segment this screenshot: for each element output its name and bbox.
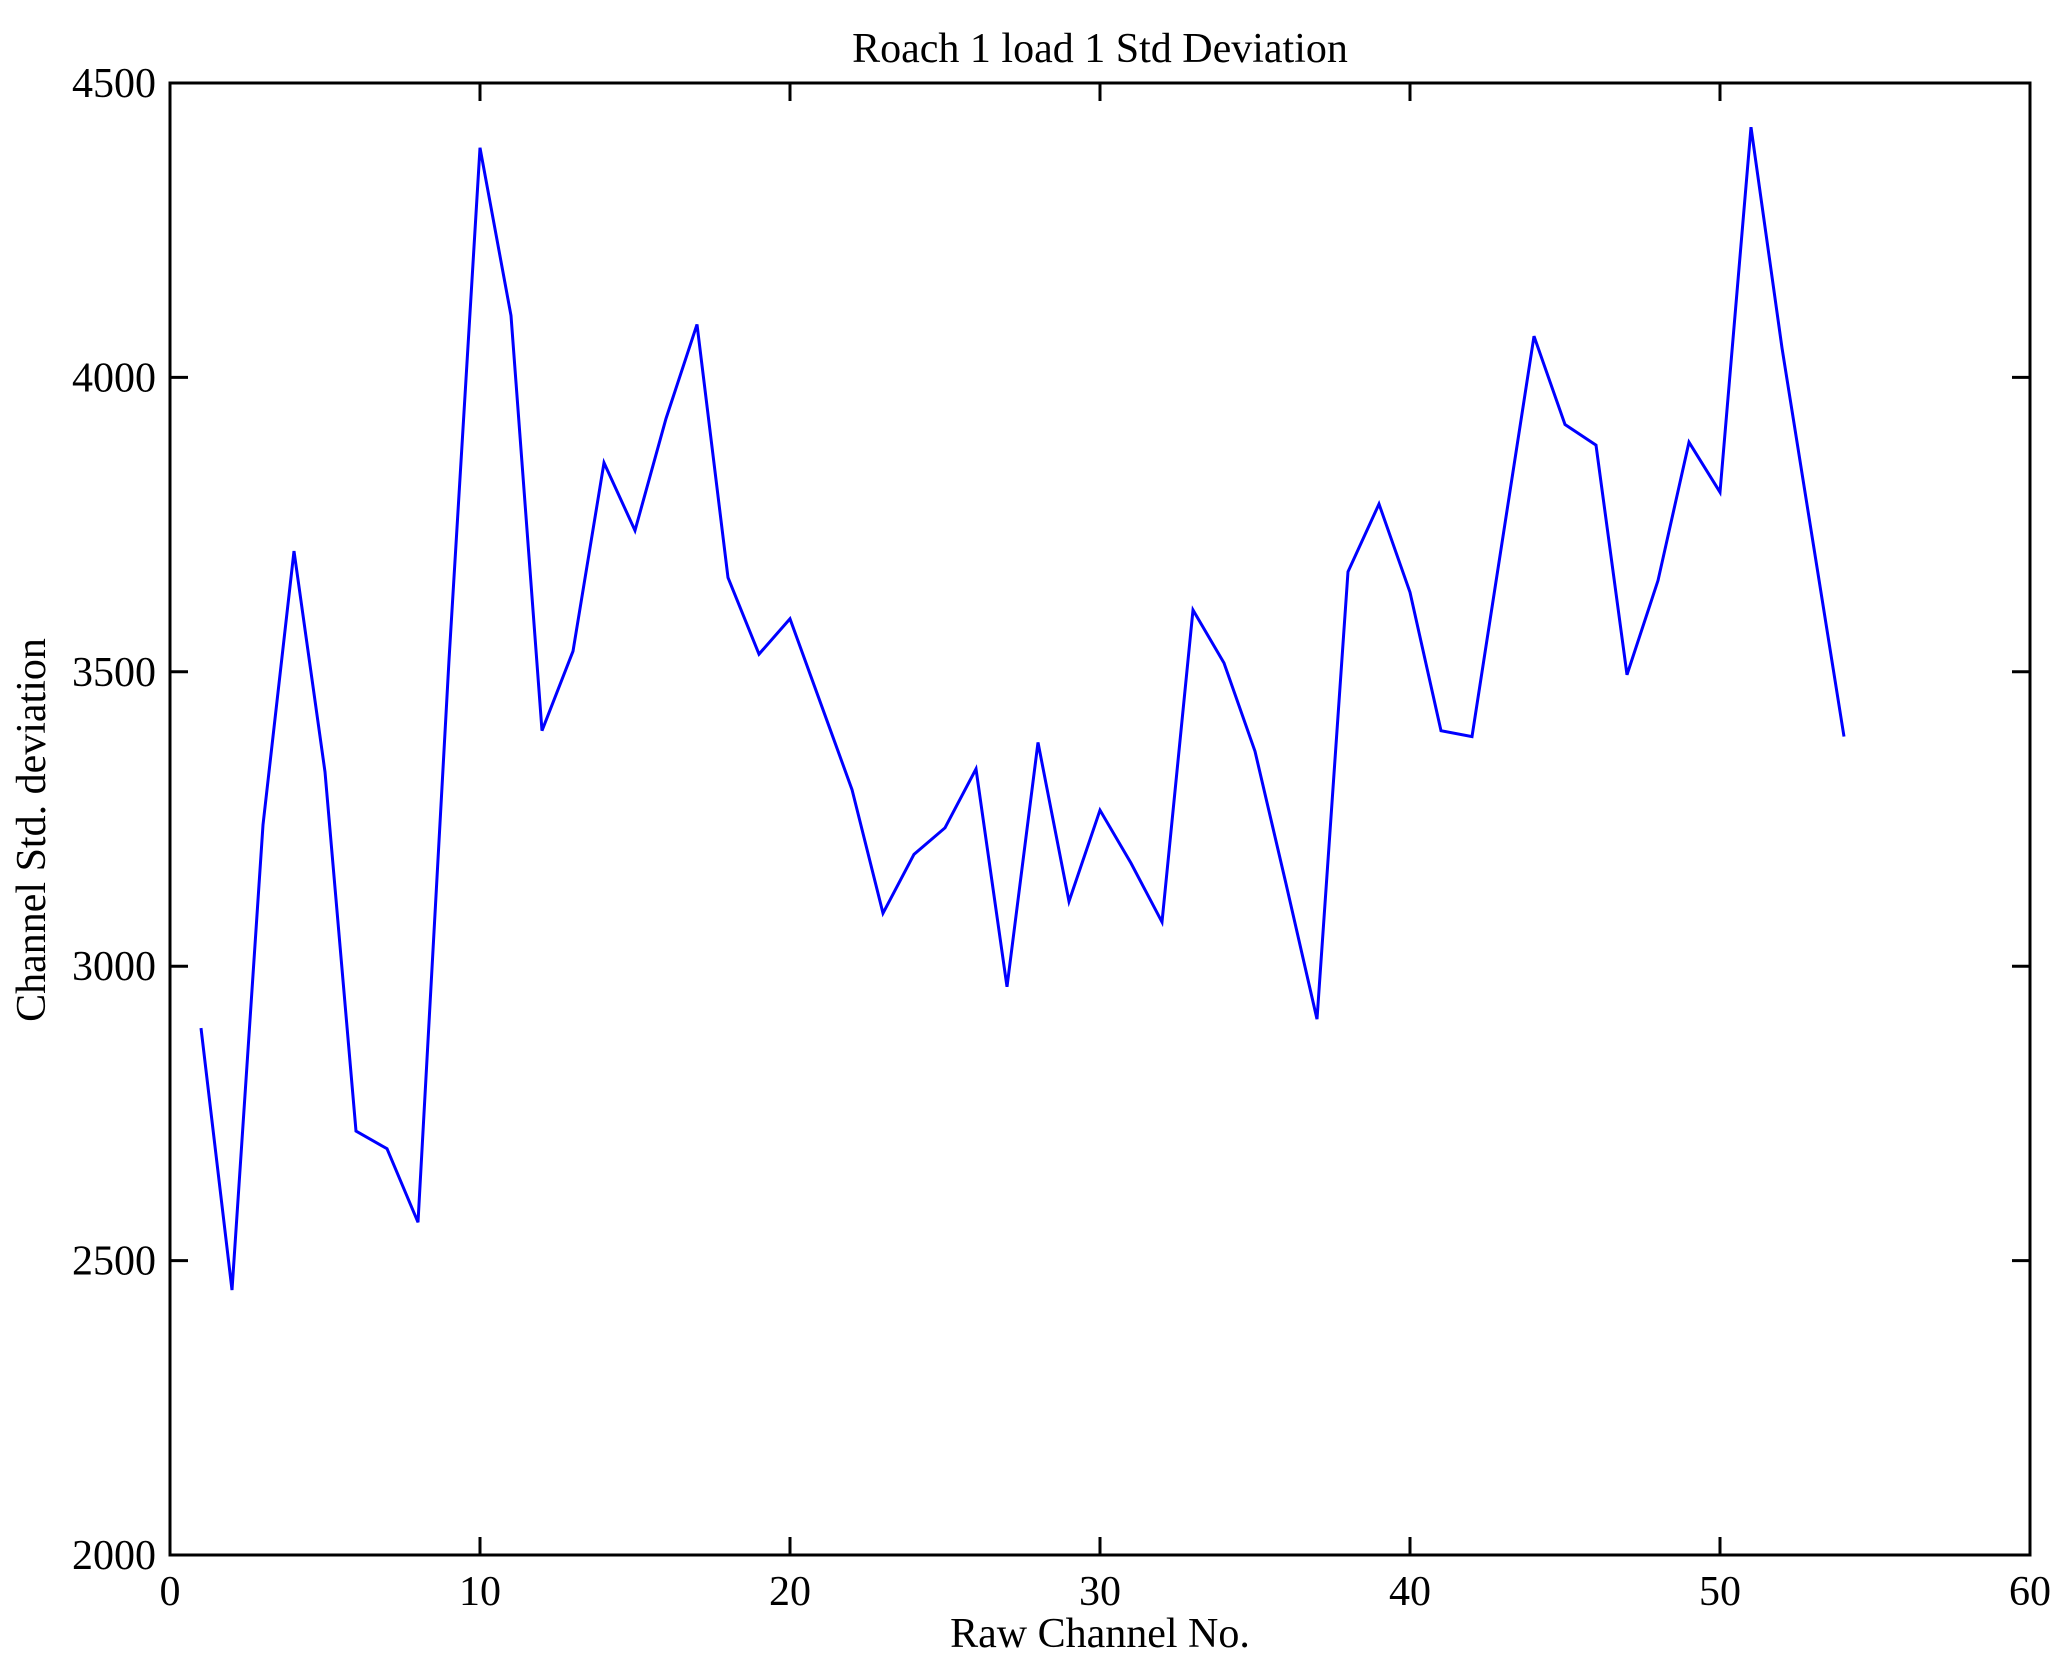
data-series-line bbox=[199, 126, 1846, 1291]
x-tick-label: 30 bbox=[1079, 1569, 1121, 1615]
x-tick-label: 0 bbox=[160, 1569, 181, 1615]
x-axis-label: Raw Channel No. bbox=[950, 1611, 1250, 1657]
x-tick-label: 40 bbox=[1389, 1569, 1431, 1615]
x-tick-label: 60 bbox=[2009, 1569, 2051, 1615]
y-axis-label: Channel Std. deviation bbox=[9, 638, 55, 1022]
x-tick-label: 50 bbox=[1699, 1569, 1741, 1615]
y-tick-label: 4000 bbox=[72, 355, 156, 401]
x-tick-label: 10 bbox=[459, 1569, 501, 1615]
plot-box bbox=[168, 81, 2032, 1557]
y-tick-label: 3000 bbox=[72, 944, 156, 990]
x-tick-label: 20 bbox=[769, 1569, 811, 1615]
y-tick-label: 2500 bbox=[72, 1239, 156, 1285]
y-tick-label: 2000 bbox=[72, 1533, 156, 1579]
y-tick-label: 4500 bbox=[72, 61, 156, 107]
y-tick-label: 3500 bbox=[72, 650, 156, 696]
chart-title: Roach 1 load 1 Std Deviation bbox=[852, 26, 1348, 72]
